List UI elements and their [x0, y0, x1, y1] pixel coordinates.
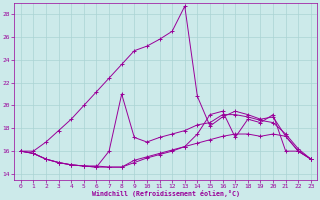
X-axis label: Windchill (Refroidissement éolien,°C): Windchill (Refroidissement éolien,°C) [92, 190, 240, 197]
